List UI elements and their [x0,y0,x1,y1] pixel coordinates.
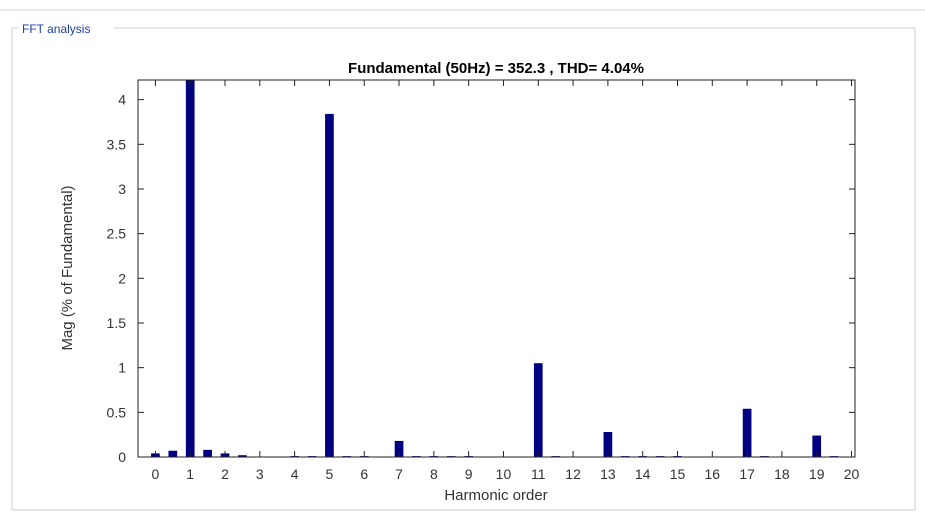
x-axis-label: Harmonic order [444,487,547,504]
x-tick-label: 12 [565,466,581,482]
x-tick-label: 9 [465,466,473,482]
panel-title-bg [18,20,114,36]
bar [394,440,404,457]
x-tick-label: 17 [739,466,755,482]
bar [742,408,752,457]
x-tick-label: 10 [496,466,512,482]
x-tick-label: 6 [360,466,368,482]
bar [603,431,613,457]
x-tick-label: 4 [291,466,299,482]
x-tick-label: 14 [635,466,651,482]
x-tick-label: 5 [326,466,334,482]
y-tick-label: 2.5 [107,226,127,242]
bar [203,449,212,457]
x-tick-label: 8 [430,466,438,482]
y-tick-label: 4 [118,92,126,108]
bar [238,455,247,457]
x-tick-label: 3 [256,466,264,482]
x-tick-label: 15 [670,466,686,482]
panel-frame [11,27,916,511]
x-tick-label: 19 [809,466,825,482]
x-tick-label: 11 [531,466,546,482]
x-tick-label: 13 [600,466,616,482]
y-tick-label: 1 [118,360,126,376]
y-tick-label: 2 [118,270,126,286]
bar [812,435,822,457]
x-tick-label: 16 [705,466,721,482]
x-tick-label: 18 [774,466,790,482]
x-tick-label: 20 [844,466,860,482]
y-tick-label: 3.5 [107,136,127,152]
y-tick-label: 0 [118,449,126,465]
x-tick-label: 7 [395,466,403,482]
bar [325,113,334,457]
y-axis-label: Mag (% of Fundamental) [59,185,76,350]
y-tick-label: 0.5 [107,404,127,420]
bar [533,363,543,457]
x-tick-label: 2 [221,466,229,482]
y-tick-label: 3 [118,181,126,197]
chart-title: Fundamental (50Hz) = 352.3 , THD= 4.04% [348,60,644,77]
bar [185,80,195,457]
y-tick-label: 1.5 [107,315,127,331]
bar [168,450,178,457]
plot-box [137,79,856,458]
panel-title: FFT analysis [22,22,90,36]
x-tick-label: 0 [152,466,160,482]
x-tick-label: 1 [186,466,194,482]
